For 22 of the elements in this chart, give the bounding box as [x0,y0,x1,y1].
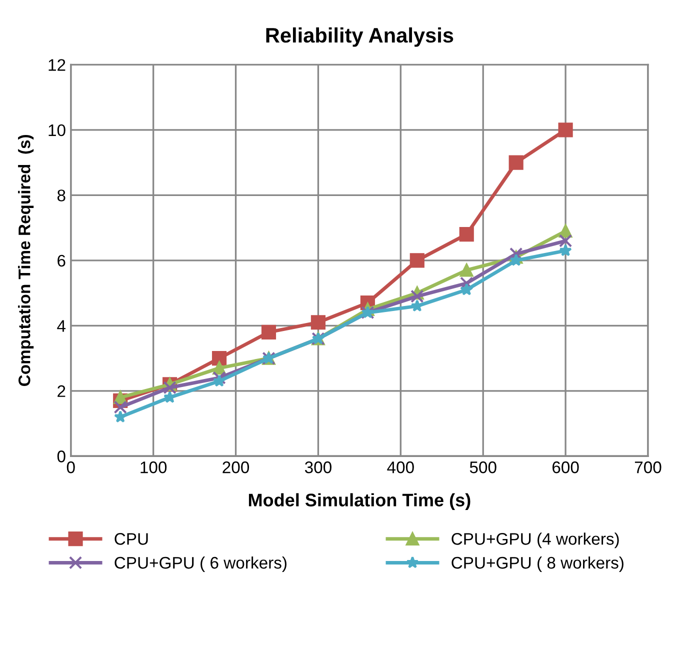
y-tick-label: 0 [57,450,66,462]
y-tick-label: 10 [48,124,66,136]
y-tick-label: 2 [58,385,66,397]
y-axis-title: Computation Time Required (s) [18,134,34,386]
x-axis-title: Model Simulation Time (s) [248,493,470,510]
x-tick-label: 500 [470,461,496,474]
y-tick-label: 12 [48,59,66,71]
chart-title: Reliability Analysis [266,27,454,47]
y-tick-label: 6 [58,254,66,267]
x-tick-label: 600 [552,461,579,474]
x-tick-label: 200 [222,461,250,474]
legend-label: CPU [114,533,148,545]
legend-label: CPU+GPU ( 6 workers) [114,556,286,572]
y-tick-label: 8 [57,190,66,202]
y-tick-label: 4 [57,320,66,332]
x-tick-label: 300 [304,461,332,474]
x-tick-label: 0 [66,461,75,474]
legend-label: CPU+GPU (4 workers) [452,532,619,548]
x-tick-label: 100 [140,461,167,474]
x-tick-label: 700 [634,461,662,474]
x-tick-label: 400 [387,461,414,474]
legend-label: CPU+GPU ( 8 workers) [452,556,624,572]
